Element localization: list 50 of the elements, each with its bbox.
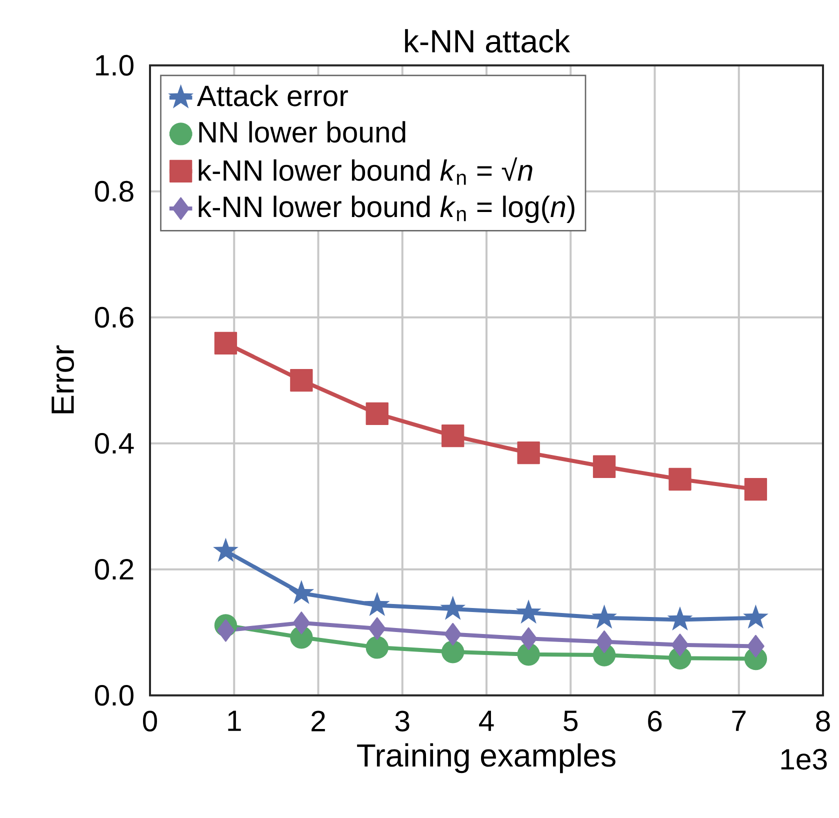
- x-tick-label: 4: [479, 710, 494, 731]
- point: [667, 606, 693, 631]
- point: [217, 619, 234, 642]
- point: [517, 643, 540, 666]
- text: 1e3: [781, 748, 827, 770]
- point: [744, 478, 768, 501]
- point: [288, 580, 314, 604]
- point: [596, 630, 613, 654]
- x-tick-label: 2: [312, 710, 325, 732]
- point: [290, 368, 313, 392]
- point: [292, 612, 310, 634]
- x-tick-label: 7: [732, 710, 746, 731]
- point: [442, 640, 464, 664]
- x-tick-label: 5: [564, 710, 578, 732]
- y-tick-label: 0.0: [94, 684, 134, 706]
- y-tick-label: 0.4: [94, 432, 134, 454]
- x-tick-label: 8: [816, 710, 830, 732]
- point: [517, 441, 540, 464]
- point: [364, 592, 390, 616]
- point: [366, 402, 388, 426]
- legend-label: Attack error: [196, 84, 348, 106]
- x-tick-label: 6: [648, 710, 662, 732]
- point: [592, 604, 617, 629]
- point: [743, 604, 768, 629]
- point: [214, 332, 238, 354]
- point: [520, 627, 538, 650]
- y-tick-label: 1.0: [96, 54, 134, 76]
- x-axis-title: Training examples: [357, 743, 616, 774]
- y-tick-label: 0.2: [94, 558, 134, 580]
- chart-title: k-NN attack: [405, 29, 570, 53]
- legend-label: k-NN lower bound k$_{n}$ = log(n): [198, 196, 574, 224]
- x-tick-label: 3: [395, 710, 410, 732]
- legend-label: k-NN lower bound k$_{n}$ = √n: [198, 157, 532, 185]
- point: [368, 617, 386, 640]
- point: [442, 424, 464, 448]
- y-tick-label: 0.6: [94, 306, 134, 328]
- point: [668, 468, 692, 491]
- point: [592, 455, 616, 478]
- point: [213, 538, 238, 562]
- point: [366, 636, 388, 659]
- x-tick-label: 1: [228, 710, 241, 731]
- point: [671, 634, 689, 656]
- point: [440, 596, 466, 620]
- y-axis-title: Error: [52, 345, 74, 414]
- point: [747, 634, 764, 658]
- y-tick-label: 0.8: [94, 180, 134, 202]
- x-tick-label: 0: [142, 710, 158, 732]
- point: [444, 622, 462, 646]
- point: [516, 599, 542, 624]
- legend-label: NN lower bound: [199, 121, 406, 143]
